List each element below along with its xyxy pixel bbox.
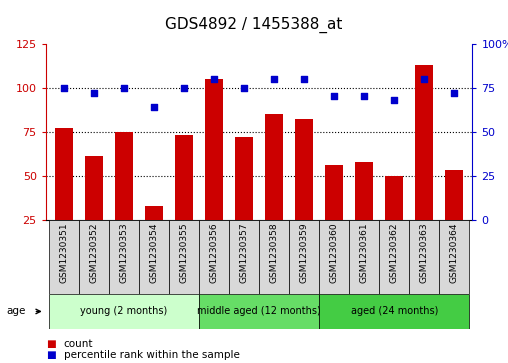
Bar [349,220,379,294]
Bar [109,220,139,294]
Bar [416,65,433,264]
Text: GSM1230356: GSM1230356 [209,223,218,283]
Bar [85,156,103,264]
Point [451,90,459,96]
Text: GSM1230360: GSM1230360 [330,223,339,283]
Text: GSM1230351: GSM1230351 [59,223,68,283]
Text: ■: ■ [46,350,55,360]
Point [210,76,218,82]
Text: GSM1230364: GSM1230364 [450,223,459,283]
Point [330,93,338,99]
Point [390,97,398,103]
Text: GSM1230353: GSM1230353 [119,223,129,283]
Bar [319,294,469,329]
Bar [115,131,133,264]
Bar [139,220,169,294]
Point [120,85,128,90]
Bar [325,165,343,264]
Bar [446,170,463,264]
Text: GSM1230354: GSM1230354 [149,223,158,283]
Text: young (2 months): young (2 months) [80,306,168,316]
Point [90,90,98,96]
Bar [199,220,229,294]
Bar [289,220,319,294]
Point [59,85,68,90]
Bar [235,137,253,264]
Bar [319,220,349,294]
Text: middle aged (12 months): middle aged (12 months) [197,306,321,316]
Bar [295,119,313,264]
Bar [175,135,193,264]
Point [270,76,278,82]
Bar [439,220,469,294]
Text: GSM1230355: GSM1230355 [179,223,188,283]
Text: GSM1230357: GSM1230357 [240,223,248,283]
Bar [199,294,319,329]
Bar [355,162,373,264]
Bar [385,176,403,264]
Point [150,104,158,110]
Text: percentile rank within the sample: percentile rank within the sample [64,350,239,360]
Bar [379,220,409,294]
Text: aged (24 months): aged (24 months) [351,306,438,316]
Bar [145,205,163,264]
Text: GSM1230363: GSM1230363 [420,223,429,283]
Text: count: count [64,339,93,349]
Bar [49,220,79,294]
Text: GSM1230362: GSM1230362 [390,223,399,283]
Point [300,76,308,82]
Point [240,85,248,90]
Bar [169,220,199,294]
Point [360,93,368,99]
Bar [409,220,439,294]
Bar [55,128,73,264]
Bar [265,114,283,264]
Bar [229,220,259,294]
Text: GDS4892 / 1455388_at: GDS4892 / 1455388_at [165,16,343,33]
Text: ■: ■ [46,339,55,349]
Text: age: age [6,306,25,317]
Text: GSM1230359: GSM1230359 [300,223,309,283]
Text: GSM1230361: GSM1230361 [360,223,369,283]
Bar [79,220,109,294]
Bar [49,294,199,329]
Text: GSM1230358: GSM1230358 [270,223,278,283]
Text: GSM1230352: GSM1230352 [89,223,99,283]
Bar [259,220,289,294]
Point [420,76,428,82]
Bar [205,79,223,264]
Point [180,85,188,90]
